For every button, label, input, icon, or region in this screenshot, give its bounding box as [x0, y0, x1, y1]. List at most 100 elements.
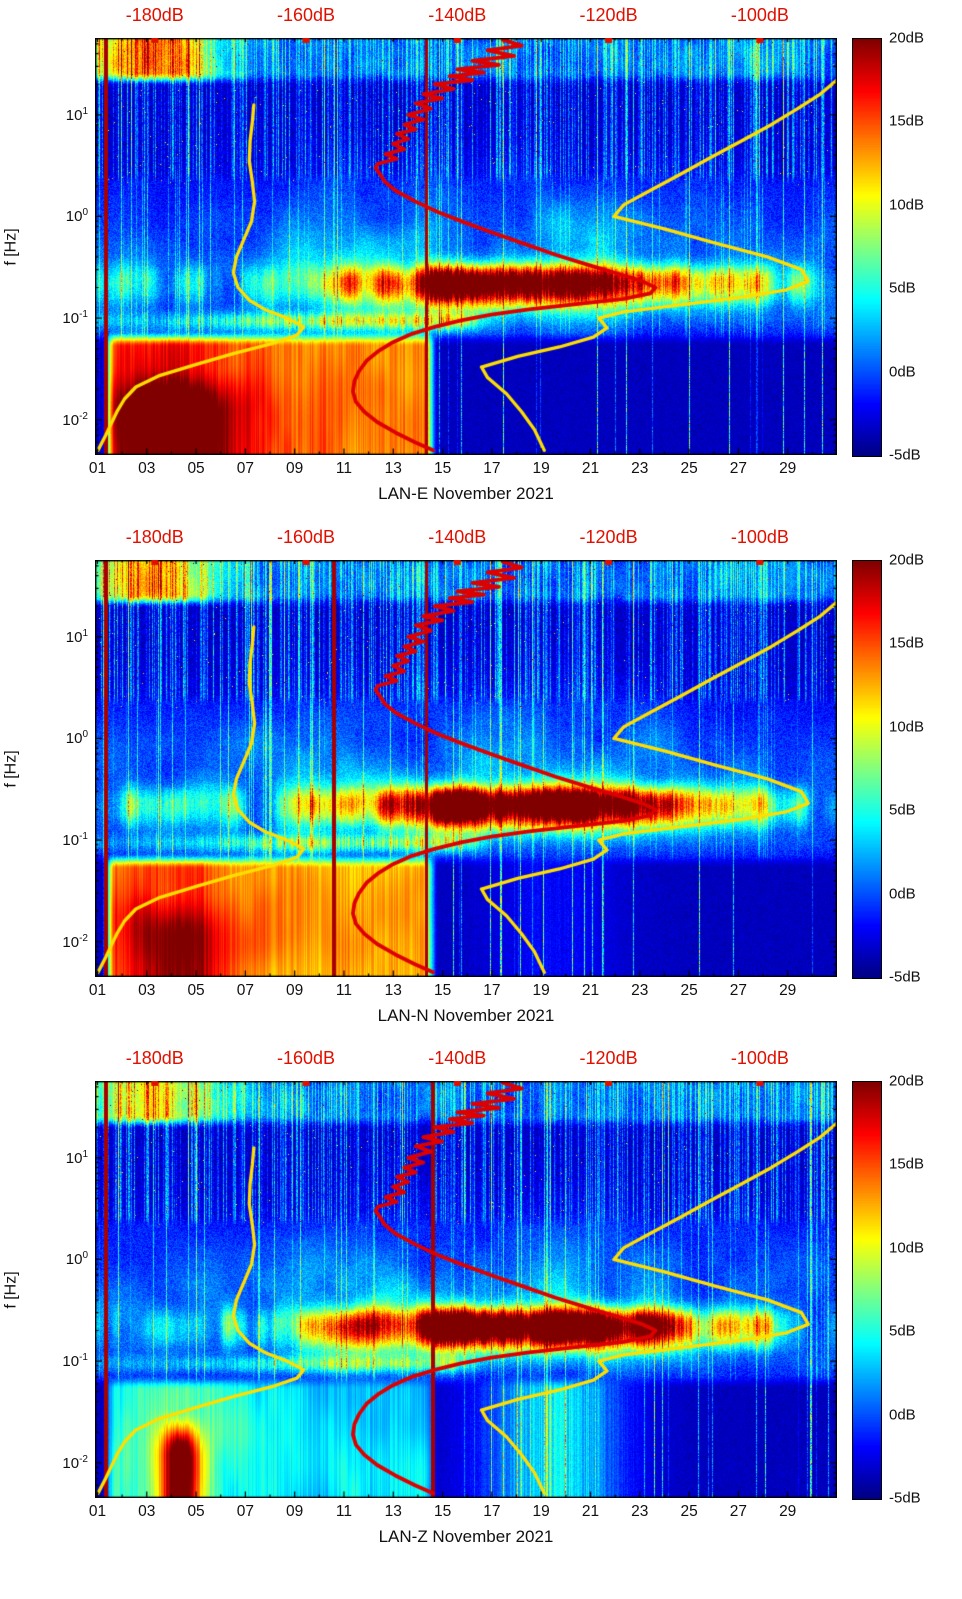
x-day-tick-label: 23: [631, 1503, 649, 1520]
x-day-tick-label: 15: [433, 460, 452, 477]
x-day-tick-label: 15: [433, 1503, 452, 1520]
panel-lan-e: f [Hz] -180dB -160dB -140dB -120dB -100dB 01 0…: [0, 0, 962, 521]
axis-tick-labels: -180dB -160dB -140dB -120dB -100dB 01 03 05 07 09…: [0, 522, 962, 1043]
x-day-tick-label: 07: [236, 460, 254, 477]
x-day-tick-label: 03: [138, 982, 156, 999]
x-day-tick-label: 19: [532, 460, 550, 477]
y-freq-tick-label: 101: [65, 1148, 88, 1167]
x-day-tick-label: 29: [779, 982, 797, 999]
colorbar-tick-label: 0dB: [889, 363, 916, 381]
x-day-tick-label: 25: [680, 460, 698, 477]
x-day-tick-label: 13: [384, 460, 402, 477]
x-day-tick-label: 19: [532, 1503, 550, 1520]
x-day-tick-label: 03: [138, 460, 156, 477]
x-day-tick-label: 15: [433, 982, 452, 999]
spectrogram-canvas-lan-z: [95, 1081, 837, 1498]
x-day-tick-label: 13: [384, 982, 402, 999]
colorbar-tick-label: 20dB: [889, 1072, 925, 1090]
top-db-tick-label: -100dB: [730, 5, 789, 25]
top-db-tick-label: -160dB: [276, 5, 336, 25]
top-db-tick-label: -140dB: [428, 5, 487, 25]
top-db-tick-label: -120dB: [579, 5, 638, 25]
colorbar-tick-label: -5dB: [889, 446, 921, 464]
x-day-tick-label: 29: [779, 1503, 797, 1520]
top-db-tick-label: -120dB: [579, 527, 638, 547]
x-day-tick-label: 07: [236, 1503, 254, 1520]
colorbar-tick-label: 20dB: [889, 551, 925, 569]
colorbar-tick-label: 15dB: [889, 634, 925, 652]
x-day-tick-label: 01: [88, 460, 107, 477]
y-freq-tick-label: 10-2: [62, 932, 88, 951]
panel-lan-n: f [Hz] -180dB -160dB -140dB -120dB -100dB 01 0…: [0, 522, 962, 1043]
x-day-tick-label: 09: [286, 460, 304, 477]
top-db-tick-label: -180dB: [125, 527, 184, 547]
x-day-tick-label: 29: [779, 460, 797, 477]
colorbar-tick-label: 0dB: [889, 885, 916, 903]
x-day-tick-label: 21: [581, 982, 600, 999]
y-freq-tick-label: 101: [65, 627, 88, 646]
y-freq-tick-label: 10-1: [62, 1352, 88, 1371]
colorbar-tick-label: 5dB: [889, 279, 916, 297]
spectrogram-canvas-lan-e: [95, 38, 837, 455]
colorbar-lan-z: [852, 1081, 882, 1500]
colorbar-lan-n: [852, 560, 882, 979]
x-day-tick-label: 27: [729, 982, 748, 999]
colorbar-tick-label: 5dB: [889, 1322, 916, 1340]
x-day-tick-label: 27: [729, 1503, 748, 1520]
x-day-tick-label: 01: [88, 1503, 107, 1520]
panel-lan-z: f [Hz] -180dB -160dB -140dB -120dB -100dB 01 0…: [0, 1043, 962, 1564]
x-day-tick-label: 17: [483, 460, 501, 477]
colorbar-tick-label: 20dB: [889, 29, 925, 47]
y-freq-tick-label: 100: [65, 1250, 88, 1269]
x-day-tick-label: 01: [88, 982, 107, 999]
x-day-tick-label: 21: [581, 1503, 600, 1520]
y-freq-tick-label: 10-2: [62, 410, 88, 429]
top-db-tick-label: -140dB: [428, 1048, 487, 1068]
top-db-tick-label: -120dB: [579, 1048, 638, 1068]
top-db-tick-label: -100dB: [730, 527, 789, 547]
x-day-tick-label: 27: [729, 460, 748, 477]
y-freq-tick-label: 10-1: [62, 831, 88, 850]
x-day-tick-label: 11: [335, 1503, 353, 1520]
x-day-tick-label: 13: [384, 1503, 402, 1520]
y-freq-tick-label: 10-1: [62, 309, 88, 328]
x-day-tick-label: 05: [187, 982, 205, 999]
colorbar-tick-label: 10dB: [889, 1239, 925, 1257]
x-day-tick-label: 19: [532, 982, 550, 999]
panel-title-lan-z: LAN-Z November 2021: [378, 1527, 554, 1546]
colorbar-tick-label: 5dB: [889, 801, 916, 819]
top-db-tick-label: -140dB: [428, 527, 487, 547]
top-db-tick-label: -160dB: [276, 527, 336, 547]
x-day-tick-label: 05: [187, 460, 205, 477]
colorbar-lan-e: [852, 38, 882, 457]
y-freq-tick-label: 100: [65, 729, 88, 748]
x-day-tick-label: 03: [138, 1503, 156, 1520]
x-day-tick-label: 09: [286, 1503, 304, 1520]
x-day-tick-label: 21: [581, 460, 600, 477]
y-freq-tick-label: 100: [65, 207, 88, 226]
x-day-tick-label: 11: [335, 460, 353, 477]
x-day-tick-label: 07: [236, 982, 254, 999]
axis-tick-labels: -180dB -160dB -140dB -120dB -100dB 01 03 05 07 09…: [0, 1043, 962, 1564]
colorbar-tick-label: -5dB: [889, 968, 921, 986]
x-day-tick-label: 17: [483, 1503, 501, 1520]
x-day-tick-label: 25: [680, 1503, 698, 1520]
top-db-tick-label: -160dB: [276, 1048, 336, 1068]
x-day-tick-label: 09: [286, 982, 304, 999]
panel-title-lan-n: LAN-N November 2021: [377, 1006, 555, 1025]
spectrogram-canvas-lan-n: [95, 560, 837, 977]
panel-title-lan-e: LAN-E November 2021: [378, 484, 554, 503]
colorbar-tick-label: -5dB: [889, 1489, 921, 1507]
x-day-tick-label: 23: [631, 982, 649, 999]
x-day-tick-label: 05: [187, 1503, 205, 1520]
colorbar-tick-label: 10dB: [889, 718, 925, 736]
x-day-tick-label: 11: [335, 982, 353, 999]
top-db-tick-label: -180dB: [125, 5, 184, 25]
x-day-tick-label: 17: [483, 982, 501, 999]
colorbar-tick-label: 15dB: [889, 1155, 925, 1173]
colorbar-tick-label: 0dB: [889, 1406, 916, 1424]
y-freq-tick-label: 101: [65, 105, 88, 124]
x-day-tick-label: 25: [680, 982, 698, 999]
top-db-tick-label: -180dB: [125, 1048, 184, 1068]
